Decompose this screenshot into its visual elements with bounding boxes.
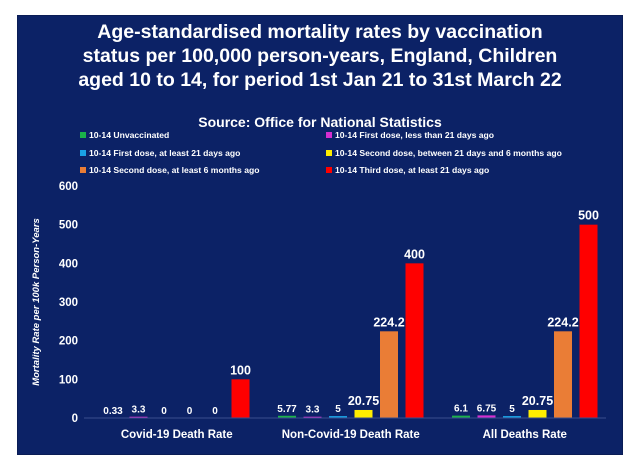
bar — [129, 416, 148, 418]
legend-label: 10-14 Second dose, between 21 days and 6… — [335, 148, 562, 158]
chart-panel: Age-standardised mortality rates by vacc… — [18, 16, 622, 454]
bar — [528, 409, 547, 418]
data-label: 224.2 — [373, 315, 404, 329]
y-tick-label: 400 — [59, 258, 78, 270]
data-label: 6.1 — [454, 404, 468, 415]
x-category-label: Non-Covid-19 Death Rate — [282, 429, 420, 441]
legend-label: 10-14 Third dose, at least 21 days ago — [335, 165, 489, 175]
bar — [554, 331, 572, 418]
chart-title-line-3: aged 10 to 14, for period 1st Jan 21 to … — [78, 69, 562, 91]
x-category-label: All Deaths Rate — [483, 429, 567, 441]
data-label: 3.3 — [132, 405, 146, 416]
legend-swatch — [326, 167, 332, 173]
data-label: 0 — [161, 406, 167, 417]
y-tick-label: 0 — [72, 413, 78, 425]
chart-title-line-2: status per 100,000 person-years, England… — [82, 45, 558, 67]
y-tick-label: 600 — [59, 181, 78, 193]
chart-subtitle: Source: Office for National Statistics — [198, 114, 442, 130]
data-label: 100 — [230, 363, 251, 377]
data-label: 500 — [578, 209, 599, 223]
bar — [503, 416, 521, 418]
legend-label: 10-14 Second dose, at least 6 months ago — [89, 165, 260, 175]
legend-swatch — [326, 132, 332, 138]
y-tick-label: 300 — [59, 297, 78, 309]
data-label: 400 — [404, 247, 425, 261]
legend-swatch — [80, 150, 86, 156]
bar — [380, 331, 398, 418]
data-label: 0 — [212, 406, 218, 417]
data-label: 6.75 — [477, 403, 497, 414]
data-label: 0.33 — [103, 406, 123, 417]
bar — [231, 379, 250, 418]
data-label: 5.77 — [277, 404, 297, 415]
bar — [354, 409, 373, 418]
bar — [303, 416, 322, 418]
data-label: 3.3 — [306, 405, 320, 416]
bar — [452, 415, 470, 418]
legend-swatch — [80, 167, 86, 173]
legend-swatch — [326, 150, 332, 156]
legend-label: 10-14 First dose, at least 21 days ago — [89, 148, 240, 158]
y-tick-label: 500 — [59, 220, 78, 232]
bar-chart: 10-14 Unvaccinated 10-14 First dose, less… — [31, 130, 606, 441]
y-tick-label: 200 — [59, 336, 78, 348]
legend-swatch — [80, 132, 86, 138]
data-label: 0 — [187, 406, 193, 417]
chart-title-line-1: Age-standardised mortality rates by vacc… — [97, 21, 543, 43]
y-axis-label: Mortality Rate per 100k Person-Years — [31, 218, 42, 386]
chart-title: Age-standardised mortality rates by vacc… — [18, 20, 622, 92]
data-label: 20.75 — [522, 394, 553, 408]
bar — [405, 263, 424, 418]
data-label: 5 — [335, 404, 341, 415]
data-label: 5 — [509, 404, 515, 415]
bar — [477, 415, 496, 418]
data-label: 20.75 — [348, 394, 379, 408]
legend-label: 10-14 First dose, less than 21 days ago — [335, 130, 494, 140]
legend-label: 10-14 Unvaccinated — [89, 130, 169, 140]
bar — [579, 224, 598, 418]
y-tick-label: 100 — [59, 374, 78, 386]
x-category-label: Covid-19 Death Rate — [121, 429, 233, 441]
data-label: 224.2 — [547, 315, 578, 329]
bar — [329, 416, 347, 418]
bar — [278, 415, 296, 418]
